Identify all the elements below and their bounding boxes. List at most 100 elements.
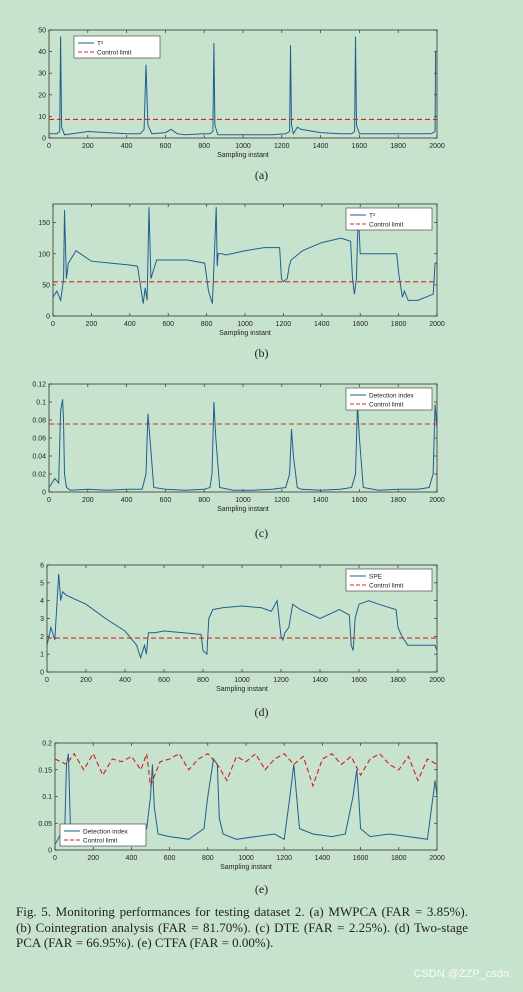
x-tick-label: 1600 [352, 497, 368, 504]
legend-entry: Detection index [369, 393, 415, 400]
chart-e: 0 200 400 600 800 1000 1200 1400 1600 1800 2000 0 0.… [38, 741, 445, 872]
y-tick-label: 0.08 [32, 418, 46, 425]
legend: SPE Control limit [345, 568, 433, 592]
x-axis-label: Sampling instant [216, 686, 268, 693]
x-tick-label: 200 [86, 321, 98, 328]
x-tick-label: 400 [126, 855, 138, 862]
legend-entry: Control limit [97, 50, 132, 57]
y-tick-label: 150 [38, 220, 50, 227]
legend-entry: Control limit [369, 402, 404, 409]
x-tick-label: 400 [124, 321, 136, 328]
x-tick-label: 1000 [235, 143, 251, 150]
x-tick-label: 1200 [274, 143, 290, 150]
y-tick-label: 0 [40, 670, 44, 677]
x-tick-label: 1000 [237, 321, 253, 328]
chart-c: 0 200 400 600 800 1000 1200 1400 1600 1800 2000 0 0.… [32, 382, 445, 514]
legend-box [345, 568, 433, 592]
legend-entry: T² [369, 213, 376, 220]
x-axis-label: Sampling instant [220, 864, 272, 871]
legend-entry: T² [97, 41, 104, 48]
y-tick-label: 0.1 [36, 400, 46, 407]
x-tick-label: 1200 [276, 855, 292, 862]
legend-entry: SPE [369, 574, 383, 581]
y-tick-label: 0.15 [38, 767, 52, 774]
x-tick-label: 0 [47, 497, 51, 504]
legend: T² Control limit [73, 35, 161, 59]
y-tick-label: 0.04 [32, 454, 46, 461]
legend-entry: Control limit [369, 583, 404, 590]
y-tick-label: 1 [40, 652, 44, 659]
x-tick-label: 200 [82, 497, 94, 504]
x-axis-label: Sampling instant [217, 152, 269, 159]
x-tick-label: 400 [121, 143, 133, 150]
x-tick-label: 2000 [429, 497, 445, 504]
watermark: CSDN @ZZP_csdn [413, 968, 509, 980]
x-tick-label: 1400 [313, 143, 329, 150]
x-tick-label: 1200 [273, 677, 289, 684]
x-tick-label: 800 [198, 143, 210, 150]
x-axis-label: Sampling instant [217, 506, 269, 513]
x-tick-label: 800 [202, 855, 214, 862]
chart-a: 0 200 400 600 800 1000 1200 1400 1600 1800 2000 0 10… [38, 28, 445, 160]
y-tick-label: 100 [38, 251, 50, 258]
x-tick-label: 1400 [315, 855, 331, 862]
legend: T² Control limit [345, 207, 433, 231]
y-tick-label: 10 [38, 114, 46, 121]
y-tick-label: 0.06 [32, 436, 46, 443]
x-tick-label: 1800 [391, 321, 407, 328]
legend-box [59, 823, 147, 847]
x-tick-label: 200 [87, 855, 99, 862]
x-tick-label: 800 [201, 321, 213, 328]
x-tick-label: 2000 [429, 321, 445, 328]
x-tick-label: 2000 [429, 143, 445, 150]
x-tick-label: 1000 [238, 855, 254, 862]
y-tick-label: 30 [38, 71, 46, 78]
legend-box [345, 387, 433, 411]
y-tick-label: 50 [38, 28, 46, 35]
y-tick-label: 2 [40, 634, 44, 641]
y-tick-label: 0.05 [38, 821, 52, 828]
panel-label-c: (c) [254, 526, 269, 540]
legend-entry: Control limit [369, 222, 404, 229]
x-tick-label: 1800 [390, 677, 406, 684]
y-tick-label: 0 [42, 136, 46, 143]
series-line-1 [55, 752, 437, 788]
legend-entry: Detection index [83, 829, 129, 836]
y-tick-label: 6 [40, 563, 44, 570]
panel-label-b: (b) [254, 346, 269, 360]
legend-entry: Control limit [83, 838, 118, 845]
x-tick-label: 800 [197, 677, 209, 684]
x-tick-label: 2000 [429, 677, 445, 684]
panel-label-a: (a) [254, 168, 269, 182]
x-tick-label: 600 [160, 143, 172, 150]
y-tick-label: 0.12 [32, 382, 46, 389]
x-tick-label: 0 [51, 321, 55, 328]
x-tick-label: 600 [160, 497, 172, 504]
x-tick-label: 0 [45, 677, 49, 684]
y-tick-label: 40 [38, 49, 46, 56]
y-tick-label: 0 [48, 848, 52, 855]
legend: Detection index Control limit [345, 387, 433, 411]
x-tick-label: 1800 [390, 143, 406, 150]
x-tick-label: 600 [162, 321, 174, 328]
legend-box [73, 35, 161, 59]
chart-d: 0 200 400 600 800 1000 1200 1400 1600 1800 2000 0 1 2… [40, 563, 445, 694]
x-tick-label: 0 [47, 143, 51, 150]
x-tick-label: 1800 [391, 855, 407, 862]
figure-caption: Fig. 5. Monitoring performances for test… [16, 904, 468, 950]
y-tick-label: 20 [38, 92, 46, 99]
y-tick-label: 0.1 [42, 794, 52, 801]
y-tick-label: 3 [40, 616, 44, 623]
x-tick-label: 1400 [312, 677, 328, 684]
panel-label-e: (e) [254, 882, 269, 896]
x-tick-label: 800 [198, 497, 210, 504]
x-tick-label: 1000 [234, 677, 250, 684]
legend: Detection index Control limit [59, 823, 147, 847]
x-tick-label: 200 [82, 143, 94, 150]
x-axis-label: Sampling instant [219, 330, 271, 337]
series-line-0 [47, 573, 437, 660]
y-tick-label: 0 [42, 490, 46, 497]
x-tick-label: 200 [80, 677, 92, 684]
x-tick-label: 1600 [351, 677, 367, 684]
x-tick-label: 1600 [352, 143, 368, 150]
